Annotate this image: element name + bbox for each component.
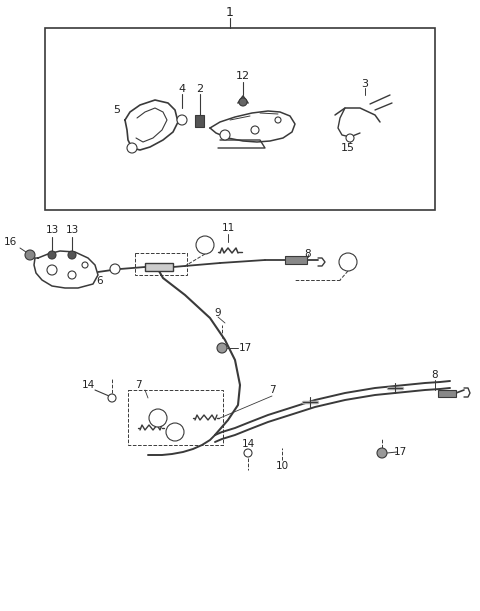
Circle shape xyxy=(339,253,357,271)
Circle shape xyxy=(48,251,56,259)
Circle shape xyxy=(220,130,230,140)
Text: 3: 3 xyxy=(361,79,369,89)
Text: 16: 16 xyxy=(3,237,17,247)
Text: 4: 4 xyxy=(179,84,186,94)
Text: 9: 9 xyxy=(215,308,221,318)
Text: A: A xyxy=(172,427,178,437)
Text: 2: 2 xyxy=(196,84,204,94)
Circle shape xyxy=(68,251,76,259)
Circle shape xyxy=(108,394,116,402)
Bar xyxy=(285,256,307,264)
Circle shape xyxy=(166,423,184,441)
Text: 7: 7 xyxy=(269,385,276,395)
Text: B: B xyxy=(202,240,208,250)
Circle shape xyxy=(68,271,76,279)
Circle shape xyxy=(149,409,167,427)
Bar xyxy=(128,390,223,445)
Text: B: B xyxy=(155,413,161,423)
Bar xyxy=(145,263,173,271)
Circle shape xyxy=(110,264,120,274)
Text: 8: 8 xyxy=(305,249,312,259)
Text: 11: 11 xyxy=(221,223,235,233)
Text: 5: 5 xyxy=(113,105,120,115)
Circle shape xyxy=(127,143,137,153)
Text: 14: 14 xyxy=(241,439,254,449)
Text: 13: 13 xyxy=(65,225,79,235)
Circle shape xyxy=(196,236,214,254)
Text: 12: 12 xyxy=(236,71,250,81)
Circle shape xyxy=(25,250,35,260)
Circle shape xyxy=(275,117,281,123)
Text: 6: 6 xyxy=(96,276,103,286)
Text: 10: 10 xyxy=(276,461,288,471)
Bar xyxy=(438,390,456,397)
Text: A: A xyxy=(345,257,351,267)
Text: 8: 8 xyxy=(432,370,438,380)
Circle shape xyxy=(82,262,88,268)
Text: 7: 7 xyxy=(135,380,141,390)
Text: 17: 17 xyxy=(394,447,407,457)
Text: 17: 17 xyxy=(239,343,252,353)
Circle shape xyxy=(251,126,259,134)
Circle shape xyxy=(47,265,57,275)
Circle shape xyxy=(177,115,187,125)
Text: 14: 14 xyxy=(82,380,95,390)
Text: 15: 15 xyxy=(341,143,355,153)
Circle shape xyxy=(244,449,252,457)
Text: 1: 1 xyxy=(226,7,234,20)
Text: 13: 13 xyxy=(46,225,59,235)
Circle shape xyxy=(377,448,387,458)
Circle shape xyxy=(346,134,354,142)
Circle shape xyxy=(217,343,227,353)
Bar xyxy=(135,253,187,275)
Circle shape xyxy=(239,98,247,106)
Bar xyxy=(195,115,204,127)
Bar xyxy=(45,28,435,210)
